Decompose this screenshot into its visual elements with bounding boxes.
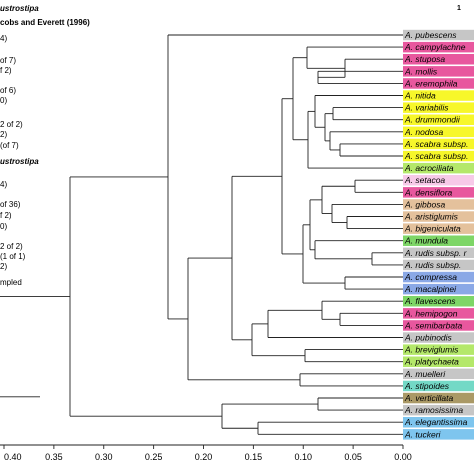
taxon-label: A. acrociliata [404, 163, 454, 173]
axis-tick-label: 0.10 [294, 452, 312, 462]
taxon-label-bg [403, 150, 474, 162]
axis-tick-label: 0.35 [45, 452, 63, 462]
taxon-label-bg [403, 344, 474, 355]
taxon-label: A. mundula [404, 236, 448, 246]
axis-tick-label: 0.30 [95, 452, 113, 462]
taxon-label: A. nitida [404, 91, 436, 101]
taxon-label: A. compressa [404, 272, 457, 282]
taxon-label-bg [403, 126, 474, 138]
taxon-label-bg [403, 114, 474, 125]
axis-tick-label: 0.20 [195, 452, 213, 462]
taxon-label: A. platychaeta [404, 357, 459, 367]
legend-line: 2) [0, 262, 8, 271]
legend-line: (1 of 1) [0, 252, 26, 261]
taxon-label: A. stipoides [404, 381, 450, 391]
legend-line: 2 of 2) [0, 242, 23, 251]
legend-line: of 36) [0, 200, 21, 209]
taxon-label: A. variabilis [404, 103, 449, 113]
taxon-label-bg [403, 66, 474, 77]
axis-tick-label: 0.00 [394, 452, 412, 462]
taxon-label-bg [403, 259, 474, 271]
legend-line: 0) [0, 222, 8, 231]
taxon-label: A. scabra subsp. [404, 151, 468, 161]
column-number: 1 [457, 5, 461, 12]
taxon-label-bg [403, 29, 474, 41]
legend-line: 2) [0, 130, 8, 139]
taxon-label: A. tuckeri [404, 429, 442, 439]
taxon-label: A. muelleri [404, 369, 446, 379]
axis-tick-label: 0.15 [245, 452, 263, 462]
taxon-label: A. gibbosa [404, 199, 445, 209]
taxon-label: A. aristiglumis [404, 212, 459, 222]
legend-line: 0) [0, 96, 8, 105]
taxon-label-bg [403, 41, 474, 53]
legend-line: 4) [0, 34, 8, 43]
taxon-label-bg [403, 54, 474, 65]
taxon-label-bg [403, 138, 474, 150]
taxon-label-bg [403, 78, 474, 89]
axis-tick-label: 0.40 [4, 452, 22, 462]
legend-line: f 2) [0, 66, 12, 75]
taxon-label: A. densiflora [404, 187, 453, 197]
taxon-label: A. verticillata [404, 393, 453, 403]
legend-line: ustrostipa [0, 157, 39, 166]
taxon-label-bg [403, 90, 474, 101]
taxon-label: A. rudis subsp. r [404, 248, 468, 258]
taxon-label-bg [403, 392, 474, 404]
taxon-label: A. semibarbata [404, 320, 462, 330]
legend-line: ustrostipa [0, 4, 39, 13]
taxon-label: A. drummondii [404, 115, 461, 125]
legend-line: (of 7) [0, 141, 19, 150]
taxon-label-bg [403, 235, 474, 246]
taxon-label-bg [403, 271, 474, 283]
taxon-label-bg [403, 356, 474, 367]
taxon-label: A. elegantissima [404, 417, 468, 427]
taxon-label-bg [403, 211, 474, 222]
taxon-label-bg [403, 162, 474, 174]
taxon-label-bg [403, 429, 474, 440]
taxon-label: A. pubinodis [404, 333, 453, 343]
taxon-label-bg [403, 308, 474, 319]
taxon-label-bg [403, 175, 474, 186]
taxon-label-bg [403, 404, 474, 416]
taxon-label: A. mollis [404, 66, 438, 76]
legend-line: mpled [0, 278, 22, 287]
taxon-label: A. breviglumis [404, 345, 459, 355]
legend-line: f 2) [0, 211, 12, 220]
taxon-label: A. flavescens [404, 296, 456, 306]
taxon-label: A. rudis subsp. [404, 260, 461, 270]
legend-line: of 7) [0, 56, 17, 65]
taxon-label-bg [403, 332, 474, 343]
legend-line: cobs and Everett (1996) [0, 18, 90, 27]
taxon-label-bg [403, 380, 474, 392]
taxon-label: A. macalpinei [404, 284, 457, 294]
taxon-label-bg [403, 199, 474, 210]
taxon-label-bg [403, 187, 474, 198]
taxon-label: A. nodosa [404, 127, 444, 137]
taxon-label: A. scabra subsp. [404, 139, 468, 149]
taxon-label-bg [403, 247, 474, 259]
axis-tick-label: 0.05 [344, 452, 362, 462]
legend-line: 2 of 2) [0, 120, 23, 129]
legend-line: 4) [0, 180, 8, 189]
taxon-label-bg [403, 368, 474, 380]
taxon-label: A. setacoa [404, 175, 445, 185]
legend-line: of 6) [0, 86, 17, 95]
taxon-label: A. stuposa [404, 54, 445, 64]
taxon-label-bg [403, 296, 474, 307]
taxon-label-bg [403, 283, 474, 295]
taxon-label-bg [403, 417, 474, 428]
taxon-label: A. campylachne [404, 42, 466, 52]
taxon-label: A. hemipogon [404, 308, 458, 318]
taxon-label: A. eremophila [404, 78, 458, 88]
taxon-label-bg [403, 320, 474, 331]
taxon-label: A. ramosissima [404, 405, 463, 415]
taxon-label-bg [403, 223, 474, 234]
taxon-label-bg [403, 102, 474, 113]
axis-tick-label: 0.25 [145, 452, 163, 462]
taxon-label: A. pubescens [404, 30, 457, 40]
taxon-label: A. bigeniculata [404, 224, 461, 234]
